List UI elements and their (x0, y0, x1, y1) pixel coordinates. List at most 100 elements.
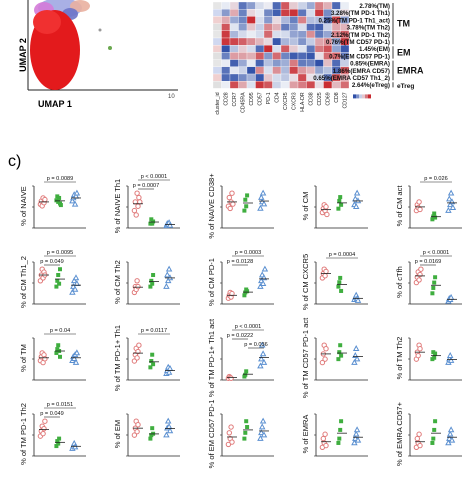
scatter-ylabel: % of CM (301, 192, 310, 221)
heatmap-cell (331, 81, 341, 89)
heatmap-cluster-legend: 2.78%(TM)3.28%(TM PD-1 Th1)0.25%(TM PD-1… (313, 3, 390, 89)
data-point (337, 350, 342, 355)
data-point (148, 365, 153, 370)
scatter-panel: % of EM (113, 413, 180, 457)
heatmap-cell (280, 52, 290, 60)
heatmap-cell (323, 59, 333, 67)
data-point (71, 285, 79, 292)
heatmap-cell (280, 30, 290, 39)
scatter-ylabel: % of TM (19, 344, 28, 372)
cluster-legend-item: 0.25%(TM PD-1 Th1_act) (318, 17, 390, 24)
heatmap-cell (255, 59, 265, 67)
data-point (337, 436, 342, 441)
scatter-panel: % of NAIVE Th1 p < 0.0001 p = 0.0007 (113, 174, 180, 233)
scatter-ylabel: % of CM PD-1 (207, 258, 216, 306)
heatmap-cell (340, 81, 350, 89)
data-point (322, 273, 328, 279)
data-point (352, 203, 360, 210)
data-point (338, 195, 343, 200)
data-point (446, 434, 453, 441)
data-point (432, 211, 437, 216)
data-point (338, 343, 343, 348)
heatmap-cell (297, 30, 307, 39)
heatmap-cell (263, 30, 273, 39)
heatmap-cell (212, 66, 222, 75)
heatmap-cell (331, 59, 341, 67)
heatmap-cell (229, 52, 239, 60)
data-point (257, 282, 264, 289)
data-point (351, 358, 358, 365)
data-point (446, 352, 454, 358)
cluster-legend-item: 0.85%(EMRA) (350, 61, 390, 68)
p-value-label: p < 0.0001 (423, 250, 450, 256)
p-value-label: p = 0.0169 (415, 259, 442, 265)
heatmap-cell (238, 1, 248, 10)
heatmap-cell (289, 16, 299, 24)
group-label: EMRA (397, 65, 424, 75)
scatter-panel: % of CM (301, 185, 368, 229)
data-point (320, 435, 326, 442)
p-value-label: p = 0.0222 (227, 333, 254, 339)
data-point (134, 355, 140, 361)
data-point (134, 190, 140, 196)
data-point (433, 275, 438, 280)
heatmap-cell (238, 23, 248, 31)
heatmap-cell (297, 37, 307, 46)
heatmap-column-label: CD95 (249, 92, 255, 105)
data-point (258, 341, 266, 348)
data-point (228, 375, 234, 381)
data-point (150, 352, 155, 357)
umap-cluster-peach (70, 0, 90, 12)
data-point (149, 217, 154, 222)
data-point (133, 212, 139, 218)
heatmap-cell (331, 1, 341, 10)
data-point (134, 278, 140, 284)
heatmap-cell (238, 73, 248, 82)
heatmap-cell (297, 16, 307, 24)
umap-x-tick: 10 (168, 94, 175, 100)
heatmap-cell (229, 30, 239, 39)
scatter-panel: % of EM CD57 PD-1 (207, 400, 274, 468)
heatmap-cell (272, 16, 282, 24)
cluster-legend-item: 3.28%(TM PD-1 Th1) (331, 10, 390, 17)
heatmap-cell (221, 73, 231, 82)
data-point (69, 288, 76, 295)
scatter-ylabel: % of TM Th2 (395, 337, 404, 380)
p-value-label: p = 0.04 (50, 328, 70, 334)
heatmap-cell (238, 16, 248, 24)
data-point (430, 291, 435, 296)
heatmap-cell (229, 59, 239, 67)
data-point (40, 430, 46, 437)
cluster-legend-item: 2.12%(TM PD-1 Th2) (331, 32, 390, 39)
data-point (338, 275, 343, 280)
data-point (56, 441, 61, 446)
heatmap-cell (238, 66, 248, 75)
heatmap-cell (280, 23, 290, 31)
heatmap-cell (289, 37, 299, 46)
heatmap-column-label: CD38 (309, 92, 315, 105)
heatmap-cell (221, 16, 231, 24)
heatmap-cell (323, 45, 333, 53)
scatter-ylabel: % of NAIVE (19, 186, 28, 226)
data-point (131, 432, 138, 438)
heatmap-cell (246, 45, 256, 53)
group-label: TM (397, 19, 410, 29)
data-point (415, 352, 421, 359)
scatter-plots-grid: % of NAIVE p = 0.0089 % of NAIVE Th1 p < 0.… (19, 173, 462, 468)
data-point (164, 277, 172, 284)
data-point (54, 284, 59, 289)
data-point (432, 280, 437, 285)
data-point (339, 202, 344, 207)
data-point (447, 426, 455, 433)
data-point (445, 206, 452, 213)
heatmap-cell (306, 59, 316, 67)
scale-swatch (368, 94, 371, 99)
heatmap-cell (272, 37, 282, 46)
data-point (148, 436, 153, 441)
heatmap-cell (255, 1, 265, 10)
data-point (416, 277, 422, 283)
heatmap-cell (297, 73, 307, 82)
heatmap-cell (212, 59, 222, 67)
scatter-panel: % of CM Th1_2 p = 0.0095 p = 0.049 (19, 250, 86, 308)
heatmap-cell (280, 37, 290, 46)
